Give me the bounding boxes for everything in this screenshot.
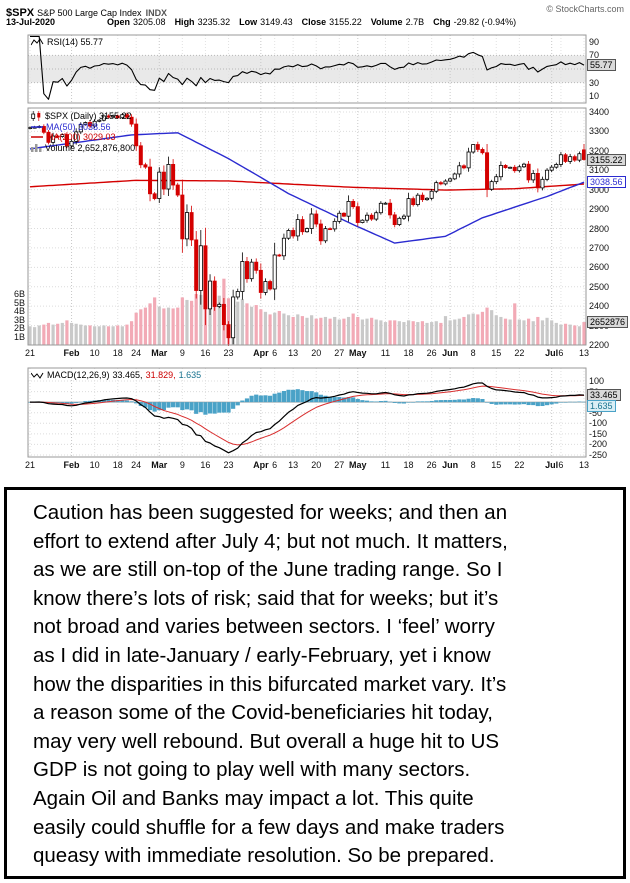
rsi-value-box: 55.77 bbox=[587, 59, 616, 71]
ma50-legend-label: MA(50) 3038.56 bbox=[46, 121, 111, 132]
quote-label: High bbox=[174, 17, 195, 27]
macd-legend-label: MACD(12,26,9) bbox=[47, 370, 110, 380]
rsi-legend-label: RSI(14) 55.77 bbox=[47, 37, 104, 47]
commentary-line: Again Oil and Banks may impact a lot. Th… bbox=[33, 786, 474, 810]
quote-label: Open bbox=[107, 17, 131, 27]
macd-hist-value-box: 1.635 bbox=[587, 400, 616, 412]
stock-chart: $SPX S&P 500 Large Cap Index INDX © StockC… bbox=[6, 3, 629, 470]
rsi-plot bbox=[30, 35, 585, 100]
commentary-box: Caution has been suggested for weeks; an… bbox=[4, 487, 626, 879]
quote-label: Chg bbox=[433, 17, 451, 27]
ma50-value-box: 3038.56 bbox=[587, 176, 626, 188]
chart-header: $SPX S&P 500 Large Cap Index INDX © StockC… bbox=[6, 3, 624, 19]
quote-label: Volume bbox=[370, 17, 403, 27]
quote-value: 3235.32 bbox=[197, 17, 231, 27]
chart-canvas bbox=[27, 34, 587, 458]
price-legend-label: $SPX (Daily) 3155.22 bbox=[45, 111, 132, 121]
quote-value: -29.82 (-0.94%) bbox=[453, 17, 517, 27]
macd-legend: MACD(12,26,9) 33.465, 31.829, 1.635 bbox=[31, 370, 201, 381]
quote-value: 3205.08 bbox=[133, 17, 166, 27]
quote-value: 3149.43 bbox=[260, 17, 293, 27]
panel-borders bbox=[27, 34, 587, 458]
commentary-line: as we are still on-top of the June tradi… bbox=[33, 558, 503, 582]
commentary-line: may very well rebound. But overall a hug… bbox=[33, 729, 500, 753]
quote-value: 3155.22 bbox=[329, 17, 362, 27]
commentary-line: not broad and varies between sectors. I … bbox=[33, 615, 495, 639]
macd-plot bbox=[27, 382, 587, 454]
quote-label: Low bbox=[239, 17, 258, 27]
price-value-box: 3155.22 bbox=[587, 154, 626, 166]
commentary-line: Caution has been suggested for weeks; an… bbox=[33, 501, 508, 524]
volume-legend-label: Volume 2,652,876,800 bbox=[45, 142, 136, 153]
macd-hist-value: 1.635 bbox=[178, 370, 202, 380]
price-plot bbox=[27, 112, 587, 346]
index-name: S&P 500 Large Cap Index bbox=[37, 8, 142, 18]
rsi-indicator-icon bbox=[31, 37, 44, 46]
commentary-line: a reason some of the Covid-beneficiaries… bbox=[33, 701, 493, 725]
stockcharts-credit[interactable]: © StockCharts.com bbox=[546, 4, 624, 14]
commentary-line: easily could shuffle for a few days and … bbox=[33, 815, 505, 839]
commentary-line: as I did in late-January / early-Februar… bbox=[33, 643, 491, 667]
volume-bars-icon bbox=[31, 144, 42, 153]
quote-value: 2.7B bbox=[405, 17, 425, 27]
commentary-line: queasy with immediate resolution. So be … bbox=[33, 844, 495, 868]
commentary-line: know there’s lots of risk; said that for… bbox=[33, 586, 499, 610]
ma50-line-icon bbox=[31, 126, 43, 128]
commentary-line: how the disparities in this bifurcated m… bbox=[33, 672, 507, 696]
exchange: INDX bbox=[145, 8, 168, 18]
quote-fields: Open 3205.08 High 3235.32 Low 3149.43 Close 315… bbox=[98, 17, 516, 27]
commentary-line: effort to extend after July 4; but not m… bbox=[33, 529, 508, 553]
symbol: $SPX bbox=[6, 7, 35, 19]
chart-date: 13-Jul-2020 bbox=[6, 17, 56, 27]
quote-label: Close bbox=[301, 17, 327, 27]
rsi-legend: RSI(14) 55.77 bbox=[31, 37, 103, 48]
macd-signal-value: 31.829, bbox=[145, 370, 176, 380]
ma200-line-icon bbox=[31, 136, 43, 138]
macd-indicator-icon bbox=[31, 372, 44, 379]
candlestick-icon bbox=[31, 111, 41, 122]
price-legend: $SPX (Daily) 3155.22 MA(50) 3038.56 MA(2… bbox=[31, 111, 135, 153]
ma200-legend-label: MA(200) 3029.03 bbox=[46, 132, 116, 142]
commentary-line: GDP is not going to play well with many … bbox=[33, 758, 471, 782]
macd-value: 33.465, bbox=[112, 370, 143, 380]
volume-value-box: 2652876 bbox=[587, 316, 629, 328]
quote-row: 13-Jul-2020 Open 3205.08 High 3235.32 Low 3149… bbox=[6, 17, 624, 27]
